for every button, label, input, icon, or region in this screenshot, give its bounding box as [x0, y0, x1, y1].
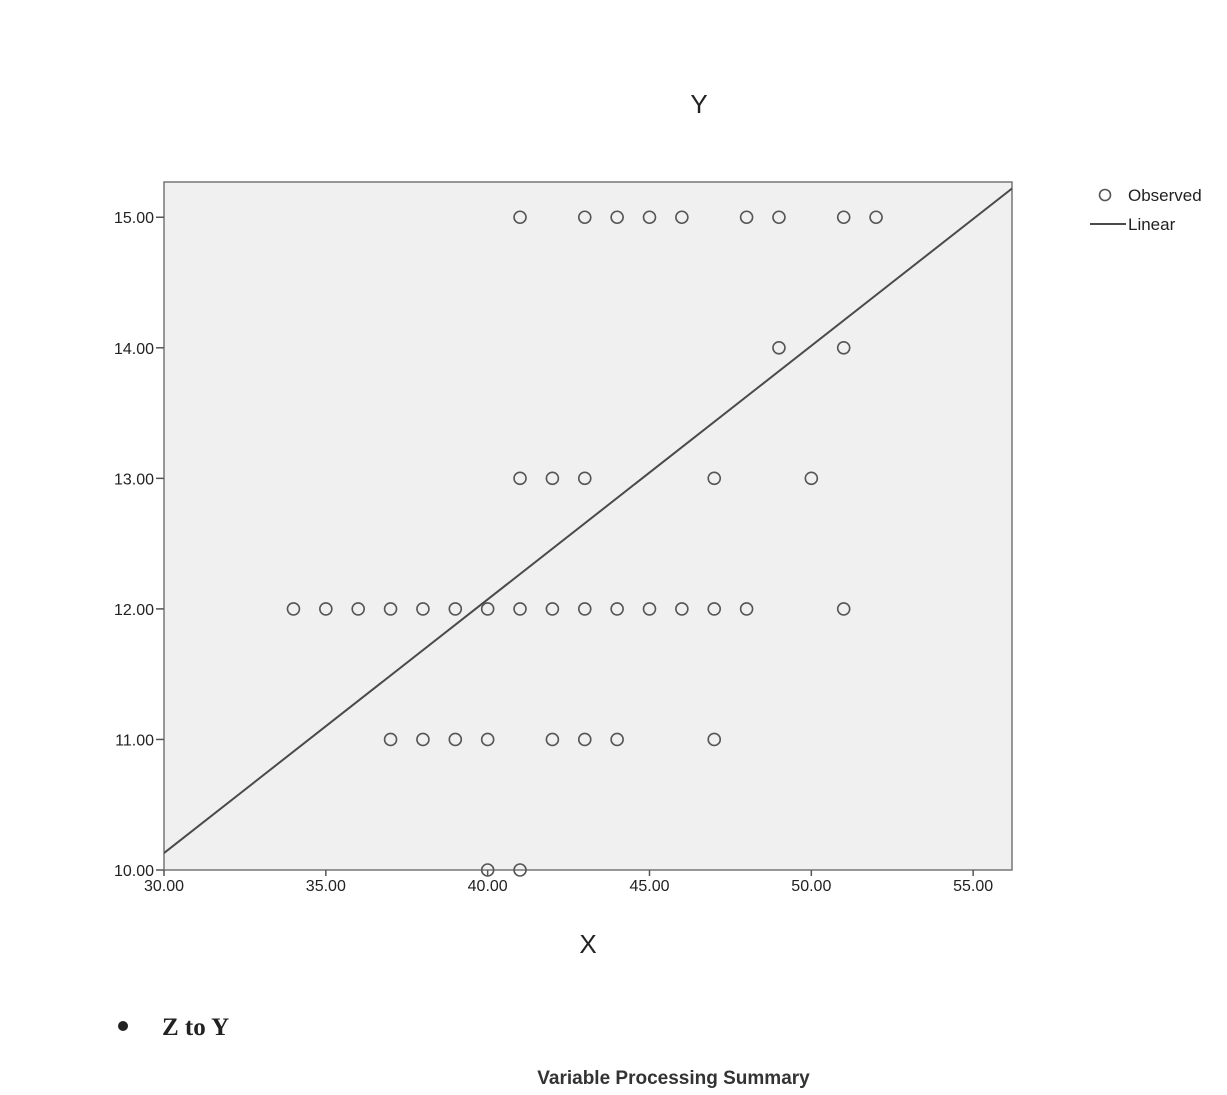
- observed-point: [739, 602, 754, 616]
- observed-point: [642, 602, 657, 616]
- observed-point: [869, 210, 883, 225]
- observed-point: [836, 210, 851, 225]
- y-tick-label: 14.00: [114, 341, 154, 358]
- y-tick-label: 12.00: [114, 602, 154, 619]
- observed-point: [610, 210, 624, 225]
- observed-point: [739, 210, 754, 225]
- observed-point: [610, 602, 624, 616]
- observed-point: [675, 602, 689, 616]
- observed-point: [319, 602, 333, 616]
- observed-point: [513, 602, 527, 616]
- observed-point: [610, 732, 624, 747]
- plot-area: [163, 181, 1013, 871]
- x-axis-title: X: [579, 929, 596, 959]
- observed-point: [577, 732, 592, 747]
- observed-point: [480, 732, 495, 747]
- y-tick-label: 11.00: [115, 732, 154, 749]
- observed-point: [513, 471, 527, 486]
- observed-point: [480, 863, 495, 877]
- observed-point: [545, 602, 560, 616]
- observed-point: [545, 732, 560, 747]
- observed-point: [383, 732, 398, 747]
- linear-fit-line: [164, 187, 1012, 854]
- observed-point: [772, 210, 786, 225]
- bullet-icon: [118, 1021, 128, 1032]
- y-tick-label: 10.00: [114, 863, 154, 880]
- y-tick-label: 13.00: [114, 471, 154, 488]
- observed-point: [772, 340, 786, 355]
- x-tick-label: 45.00: [629, 878, 669, 895]
- observed-point: [836, 602, 851, 616]
- x-tick-label: 50.00: [791, 878, 831, 895]
- observed-point: [545, 471, 560, 486]
- observed-point: [675, 210, 689, 225]
- section-subtitle: Variable Processing Summary: [537, 1068, 810, 1089]
- observed-point: [577, 210, 592, 225]
- x-axis: 30.00 35.00 40.00 45.00 50.00 55.00: [144, 870, 993, 895]
- observed-point: [448, 602, 463, 616]
- observed-point: [448, 732, 463, 747]
- observed-point: [351, 602, 365, 616]
- y-axis: 10.00 11.00 12.00 13.00 14.00 15.00: [114, 210, 164, 880]
- scatter-chart: 10.00 11.00 12.00 13.00 14.00 15.00 30.00 35.0…: [114, 89, 1202, 959]
- x-tick-label: 35.00: [306, 878, 346, 895]
- observed-point: [416, 732, 430, 747]
- observed-point: [480, 602, 495, 616]
- legend-observed-marker: [1098, 188, 1112, 202]
- x-tick-label: 40.00: [468, 878, 508, 895]
- legend: Observed Linear: [1090, 186, 1202, 234]
- legend-observed-label: Observed: [1128, 186, 1202, 205]
- x-tick-label: 30.00: [144, 878, 184, 895]
- bullet-heading: Z to Y: [118, 1014, 229, 1042]
- y-tick-label: 15.00: [114, 210, 154, 227]
- x-tick-label: 55.00: [953, 878, 993, 895]
- chart-title: Y: [690, 89, 707, 119]
- observed-point: [577, 602, 592, 616]
- observed-point: [513, 863, 527, 877]
- legend-linear-label: Linear: [1128, 215, 1176, 234]
- observed-point: [707, 732, 722, 747]
- observed-point: [286, 602, 301, 616]
- observed-point: [416, 602, 430, 616]
- observed-point: [707, 602, 722, 616]
- observed-point: [836, 340, 851, 355]
- observed-point: [642, 210, 657, 225]
- observed-point: [804, 471, 819, 486]
- observed-point: [383, 602, 398, 616]
- observed-point: [513, 210, 527, 225]
- observed-point: [707, 471, 722, 486]
- bullet-text: Z to Y: [162, 1014, 230, 1041]
- observed-point: [577, 471, 592, 486]
